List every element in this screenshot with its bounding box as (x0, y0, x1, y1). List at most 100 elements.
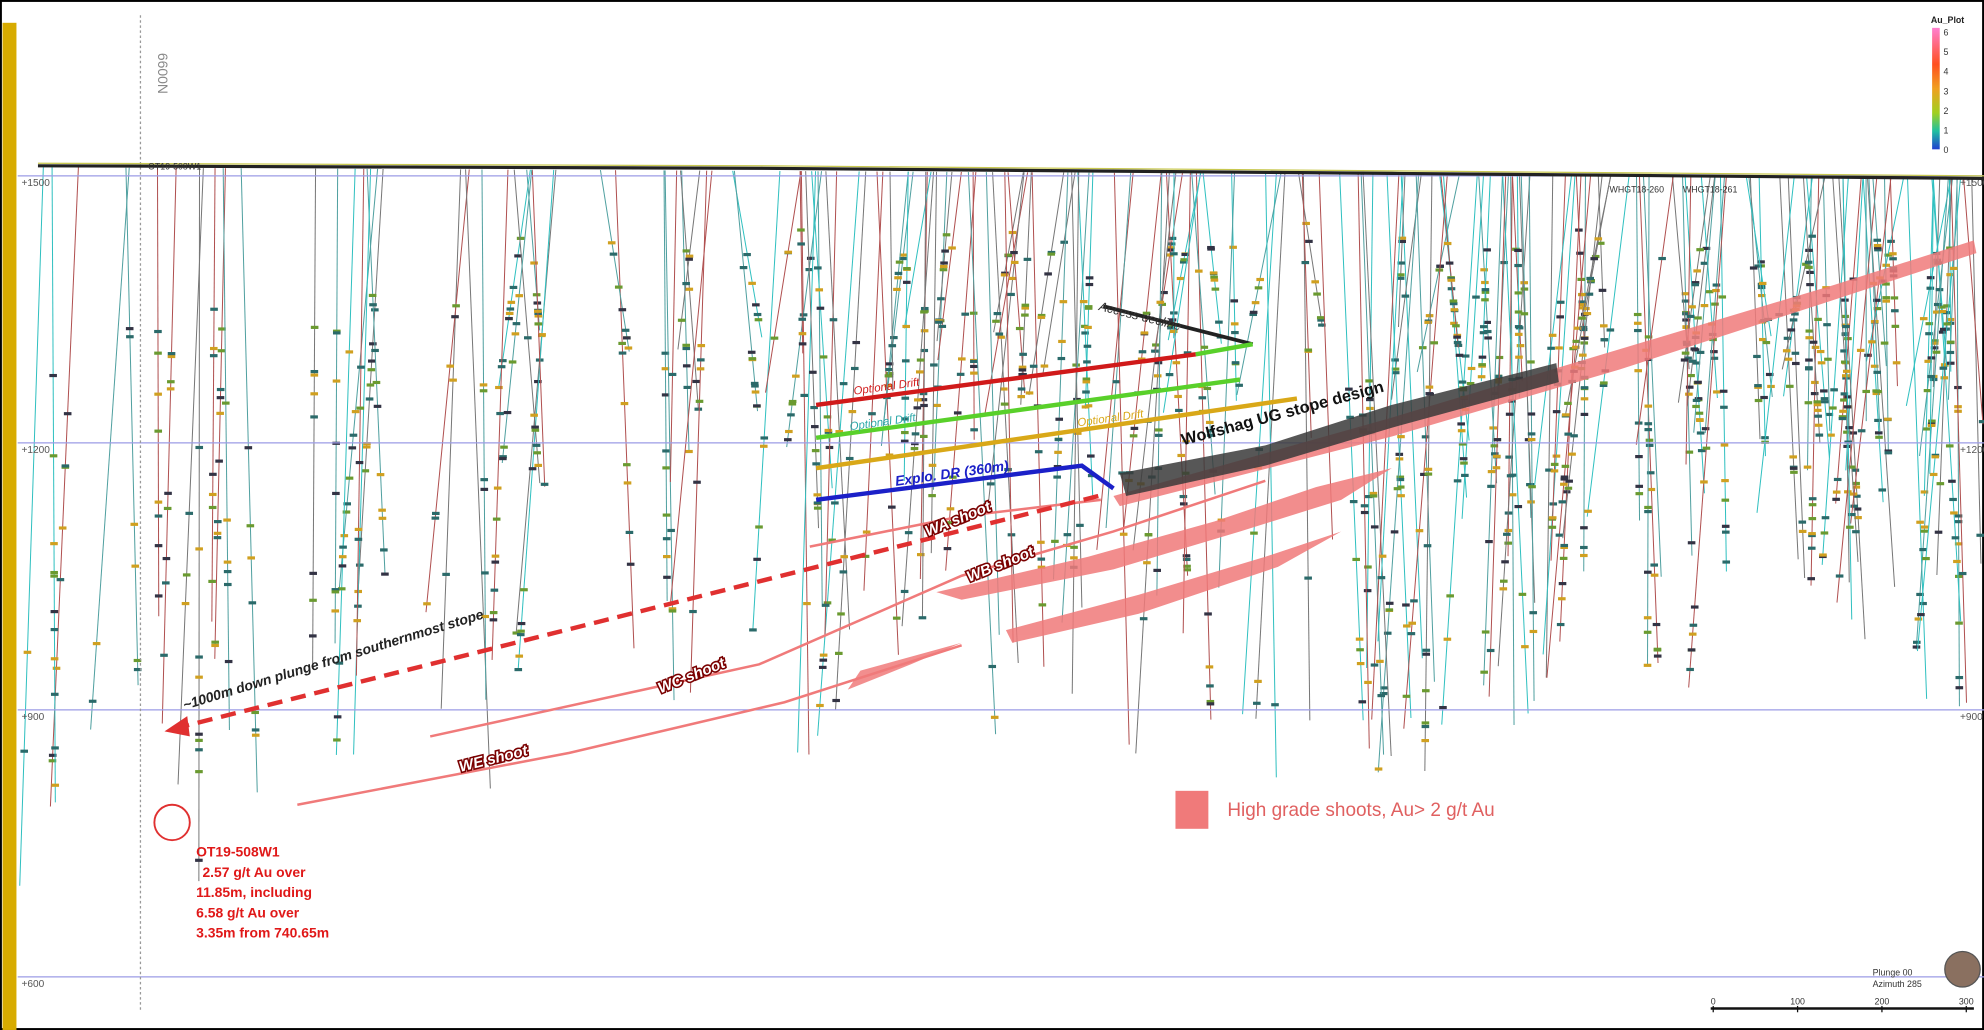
assay (1884, 253, 1893, 257)
assay (1840, 349, 1848, 353)
assay (1687, 648, 1696, 652)
assay (1487, 484, 1495, 488)
assay (899, 253, 908, 257)
assay (1480, 670, 1488, 674)
elevation-label: +600 (22, 979, 45, 990)
assay (61, 464, 70, 468)
assay (1945, 444, 1954, 448)
drill-hole (531, 169, 546, 487)
assay (1874, 418, 1882, 422)
assay (516, 633, 525, 637)
drill-hole (338, 168, 379, 591)
assay (1919, 601, 1927, 606)
assay (1681, 292, 1690, 296)
assay (489, 618, 498, 622)
assay (1452, 324, 1460, 328)
assay (1917, 613, 1925, 617)
assay (752, 303, 760, 307)
assay (1424, 472, 1433, 476)
note-line: 2.57 g/t Au over (202, 864, 306, 880)
assay (331, 609, 340, 613)
assay (626, 562, 635, 566)
drill-hole (993, 172, 1024, 333)
assay (1490, 444, 1499, 448)
assay (1169, 329, 1178, 334)
assay (1925, 332, 1933, 336)
assay (1425, 392, 1434, 396)
assay (916, 370, 924, 374)
assay (1946, 350, 1955, 355)
assay (1709, 337, 1717, 342)
assay (1940, 376, 1949, 380)
assay (1235, 383, 1243, 387)
assay (1358, 700, 1367, 704)
drill-hole (1357, 173, 1370, 749)
assay (1958, 571, 1967, 576)
assay (901, 359, 910, 363)
assay (20, 749, 29, 753)
assay (1852, 485, 1861, 489)
assay (1466, 381, 1475, 386)
assay (1811, 380, 1819, 385)
assay (759, 444, 768, 448)
assay (1955, 574, 1963, 578)
assay (215, 459, 223, 463)
assay (1580, 386, 1589, 390)
assay (133, 658, 142, 663)
assay (1018, 365, 1027, 369)
assay (894, 271, 903, 275)
assay (1720, 405, 1728, 409)
assay (916, 358, 925, 362)
assay (1025, 391, 1034, 395)
assay (499, 359, 507, 363)
assay (798, 317, 807, 321)
drill-hole (689, 170, 708, 693)
assay (493, 486, 502, 490)
assay (481, 571, 489, 575)
assay (682, 343, 690, 347)
drill-hole (1534, 174, 1573, 485)
assay (378, 508, 386, 512)
assay (1305, 239, 1313, 243)
colorbar (1932, 27, 1940, 150)
assay (1644, 335, 1653, 339)
assay (928, 463, 937, 467)
assay (1467, 366, 1476, 371)
assay (503, 410, 512, 415)
assay (1564, 486, 1573, 490)
assay (1760, 395, 1768, 400)
assay (861, 554, 870, 558)
assay (1873, 246, 1882, 250)
assay (685, 254, 694, 258)
assay (1813, 400, 1822, 404)
assay (1684, 356, 1692, 360)
assay (1165, 373, 1174, 377)
assay (1645, 438, 1654, 442)
assay (697, 358, 705, 362)
assay (1682, 318, 1690, 322)
drill-hole (156, 167, 160, 617)
assay (1694, 316, 1702, 320)
assay (1814, 408, 1822, 412)
assay (1137, 357, 1146, 361)
assay (92, 642, 101, 646)
assay (1403, 624, 1411, 628)
drill-hole (1802, 176, 1821, 444)
assay (1366, 398, 1374, 402)
assay (1580, 336, 1589, 340)
assay (813, 493, 822, 497)
assay (1194, 269, 1203, 273)
assay (499, 457, 507, 461)
assay (942, 233, 951, 237)
assay (1037, 565, 1046, 569)
note-line: 3.35m from 740.65m (196, 925, 329, 941)
assay (1527, 500, 1535, 504)
assay (1839, 409, 1847, 413)
assay (1643, 630, 1652, 634)
assay (1721, 524, 1730, 528)
drill-hole (932, 171, 948, 490)
assay (1887, 239, 1895, 243)
assay (753, 557, 761, 561)
assay (1653, 647, 1662, 651)
assay (1174, 394, 1182, 399)
